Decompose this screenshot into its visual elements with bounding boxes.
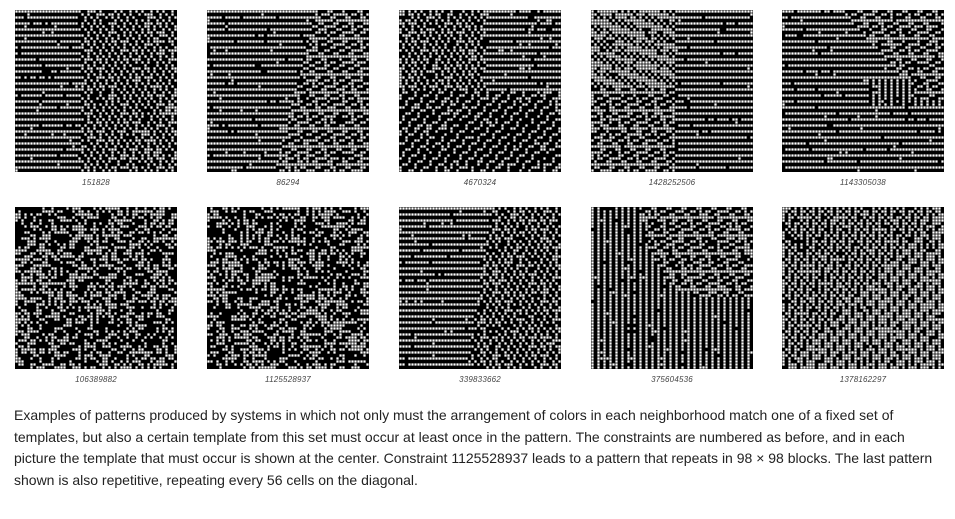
pattern-panel-2 (207, 10, 369, 172)
pattern-panel-6 (15, 207, 177, 369)
pattern-grid-4 (591, 10, 753, 172)
panel-label-1: 151828 (82, 178, 110, 187)
figure-caption: Examples of patterns produced by systems… (14, 407, 933, 488)
pattern-panel-7 (207, 207, 369, 369)
panel-label-9: 375604536 (651, 375, 693, 384)
pattern-panel-8 (399, 207, 561, 369)
pattern-grid-7 (207, 207, 369, 369)
white-cells (207, 10, 369, 172)
white-cells (399, 207, 561, 369)
pattern-panel-3 (399, 10, 561, 172)
panel-label-8: 339833662 (459, 375, 501, 384)
pattern-panel-5 (782, 10, 944, 172)
pattern-grid-6 (15, 207, 177, 369)
pattern-grid-9 (591, 207, 753, 369)
pattern-grid-3 (399, 10, 561, 172)
white-cells (399, 10, 561, 172)
white-cells (15, 10, 177, 172)
white-cells (15, 207, 177, 369)
pattern-grid-8 (399, 207, 561, 369)
white-cells (591, 207, 753, 369)
pattern-grid-5 (782, 10, 944, 172)
panel-label-2: 86294 (276, 178, 300, 187)
panel-label-3: 4670324 (463, 178, 497, 187)
white-cells (591, 10, 753, 172)
white-cells (782, 10, 944, 172)
panel-label-10: 1378162297 (839, 375, 887, 384)
pattern-panel-9 (591, 207, 753, 369)
pattern-panel-4 (591, 10, 753, 172)
pattern-panel-10 (782, 207, 944, 369)
panel-label-5: 1143305038 (840, 178, 886, 187)
panel-label-6: 106389882 (75, 375, 117, 384)
panel-label-7: 1125528937 (265, 375, 311, 384)
pattern-grid-1 (15, 10, 177, 172)
pattern-grid-2 (207, 10, 369, 172)
pattern-panel-1 (15, 10, 177, 172)
pattern-grid-10 (782, 207, 944, 369)
white-cells (782, 207, 944, 369)
white-cells (207, 207, 369, 369)
panel-label-4: 1428252506 (648, 178, 696, 187)
